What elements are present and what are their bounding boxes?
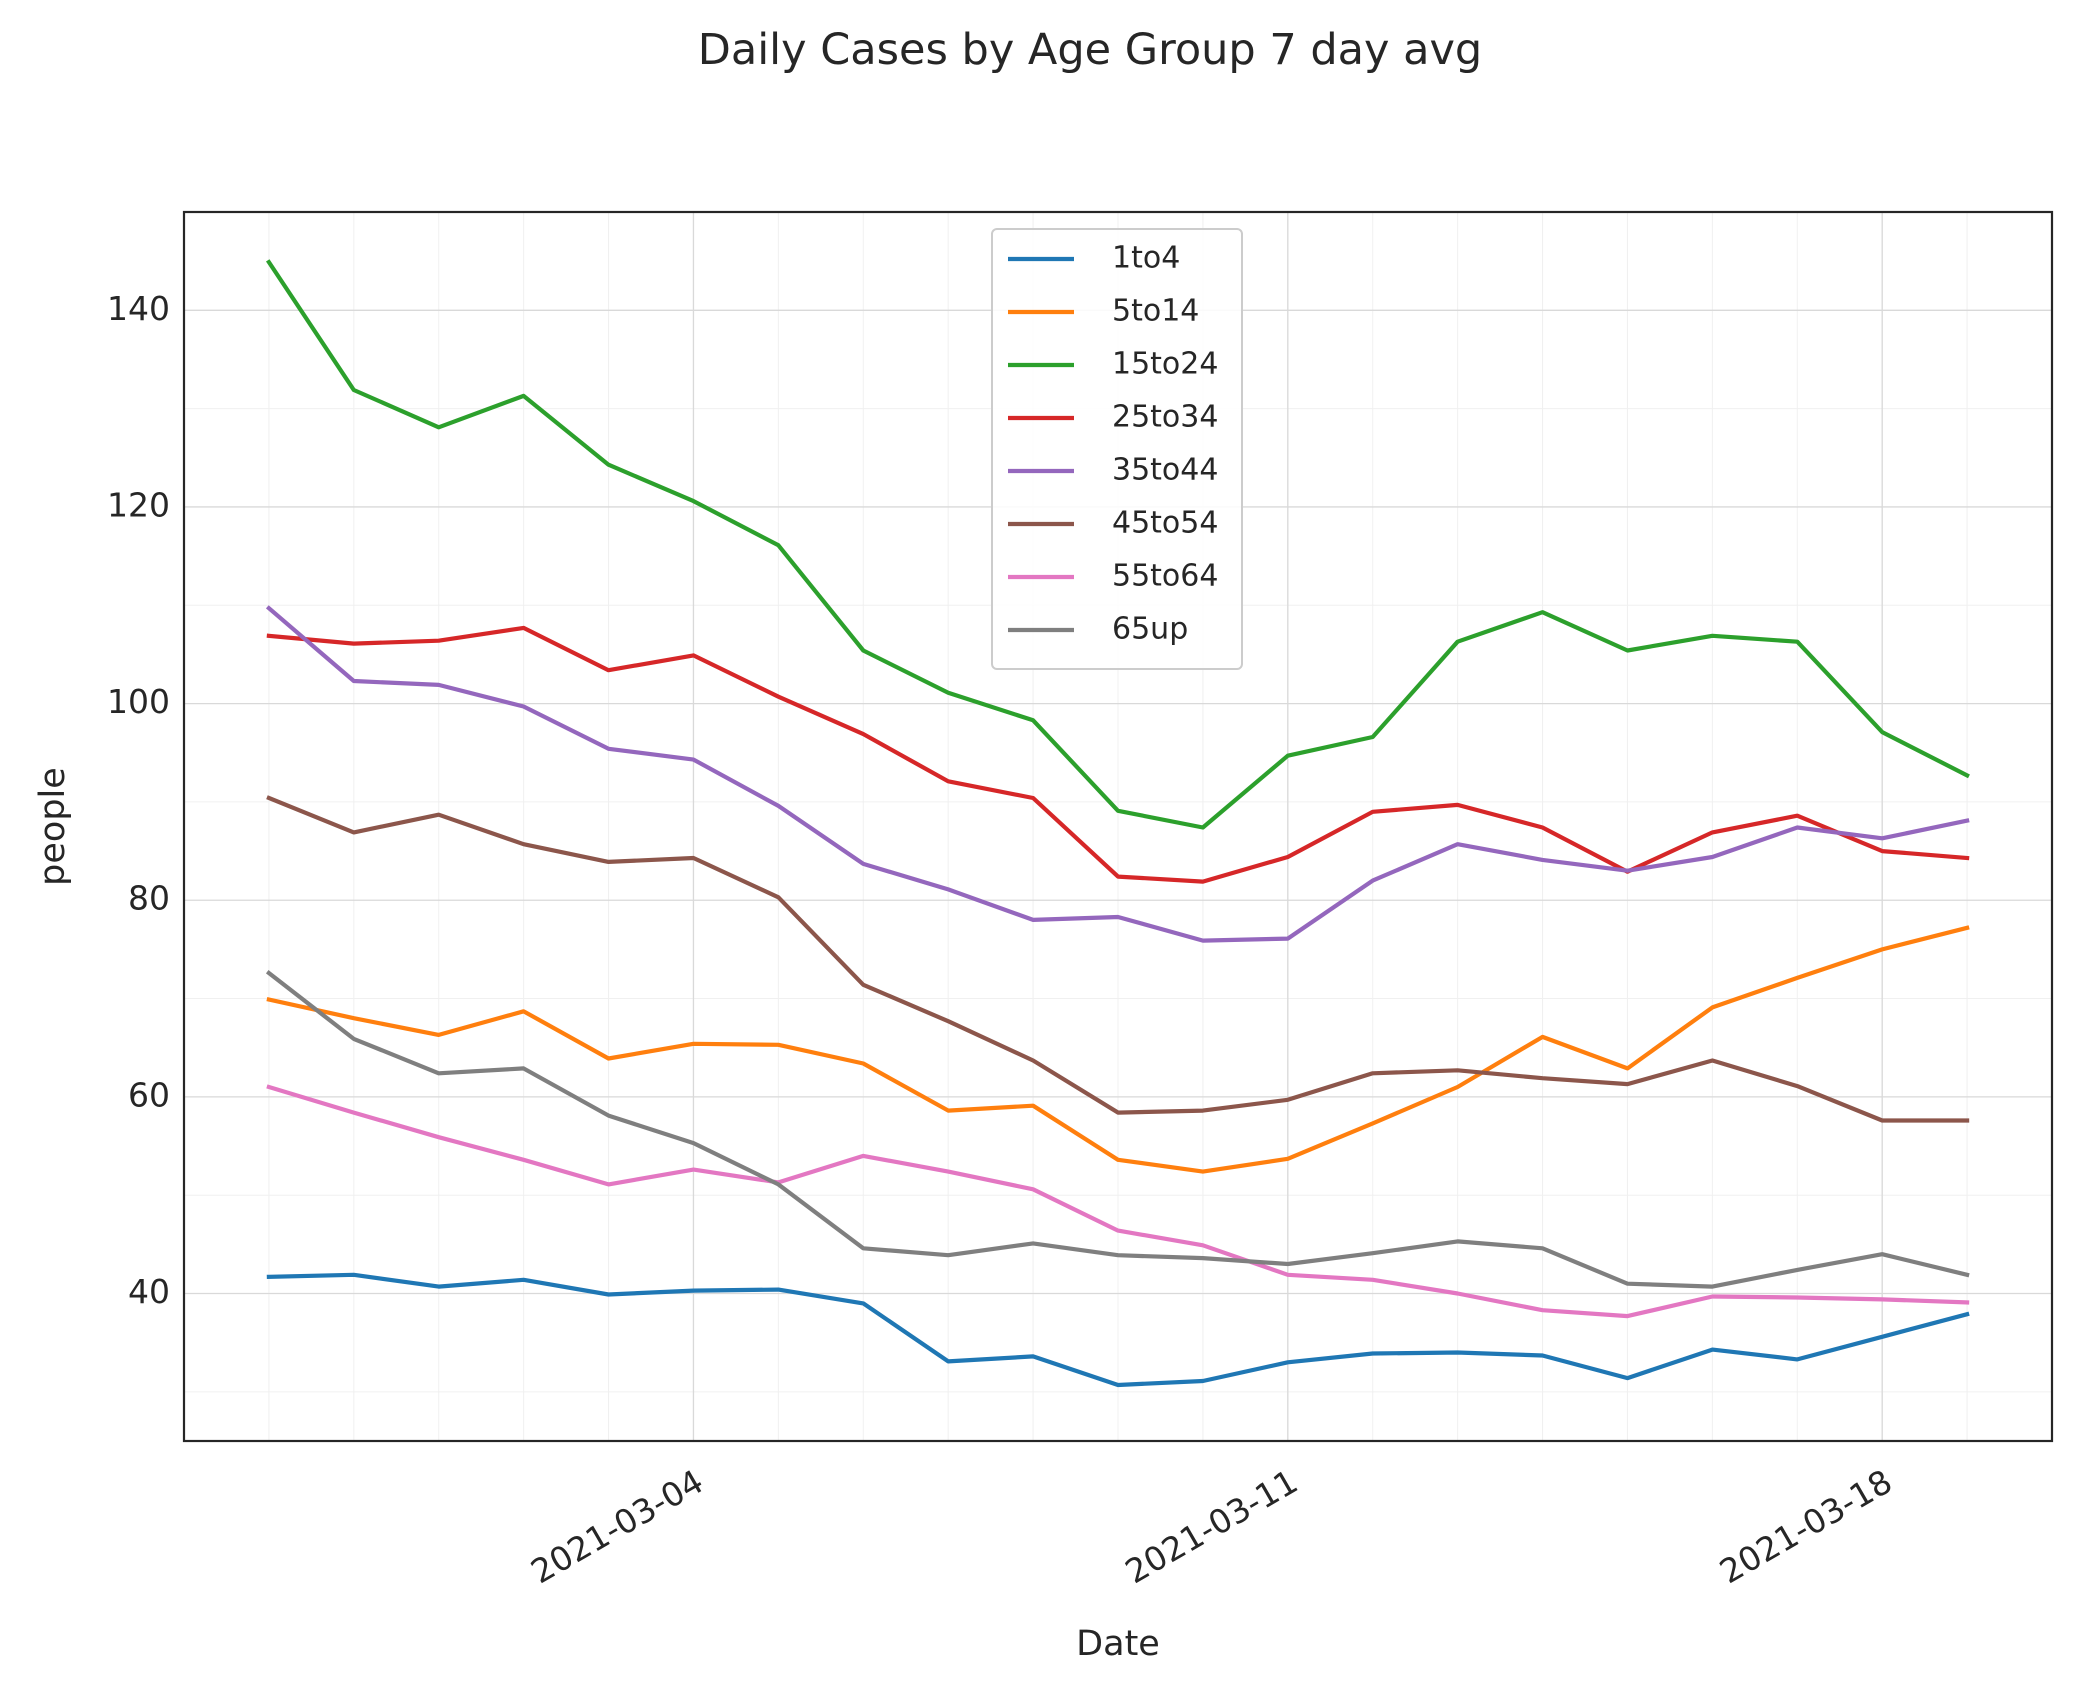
x-axis-ticks: 2021-03-04 2021-03-11 2021-03-18 [524,1462,1898,1592]
x-axis-label: Date [1076,1624,1160,1664]
y-axis-label: people [33,767,73,886]
y-tick-label: 80 [128,879,170,918]
series-line-45to54 [266,795,1970,1123]
series-line-1to4 [266,1272,1970,1388]
legend-label-65up: 65up [1112,612,1188,647]
series-line-55to64 [266,1084,1970,1319]
x-tick-label: 2021-03-18 [1713,1462,1899,1592]
series-line-35to44 [265,605,1970,943]
series-line-5to14 [266,925,1970,1174]
y-tick-label: 120 [107,485,170,524]
y-tick-label: 140 [107,289,170,328]
y-axis-ticks: 40 60 80 100 120 140 [107,289,170,1311]
legend-label-15to24: 15to24 [1112,347,1218,382]
series-line-65up [265,970,1970,1289]
legend-label-25to34: 25to34 [1112,400,1218,435]
legend: 1to4 5to14 15to24 25to34 35to44 45to54 55to64 6… [991,228,1243,670]
x-tick-label: 2021-03-04 [524,1462,710,1592]
legend-label-5to14: 5to14 [1112,294,1199,329]
legend-label-1to4: 1to4 [1112,241,1180,276]
legend-label-45to54: 45to54 [1112,506,1218,541]
series-line-15to24 [265,259,1970,830]
legend-label-55to64: 55to64 [1112,559,1218,594]
series-group [265,259,1970,1388]
y-tick-label: 40 [128,1272,170,1311]
y-tick-label: 60 [128,1075,170,1114]
y-tick-label: 100 [107,682,170,721]
series-line-25to34 [266,625,1970,884]
plot-frame [182,210,2054,1443]
chart-title: Daily Cases by Age Group 7 day avg [698,25,1482,75]
legend-box [991,228,1243,670]
x-tick-label: 2021-03-11 [1119,1462,1305,1592]
legend-label-35to44: 35to44 [1112,453,1218,488]
